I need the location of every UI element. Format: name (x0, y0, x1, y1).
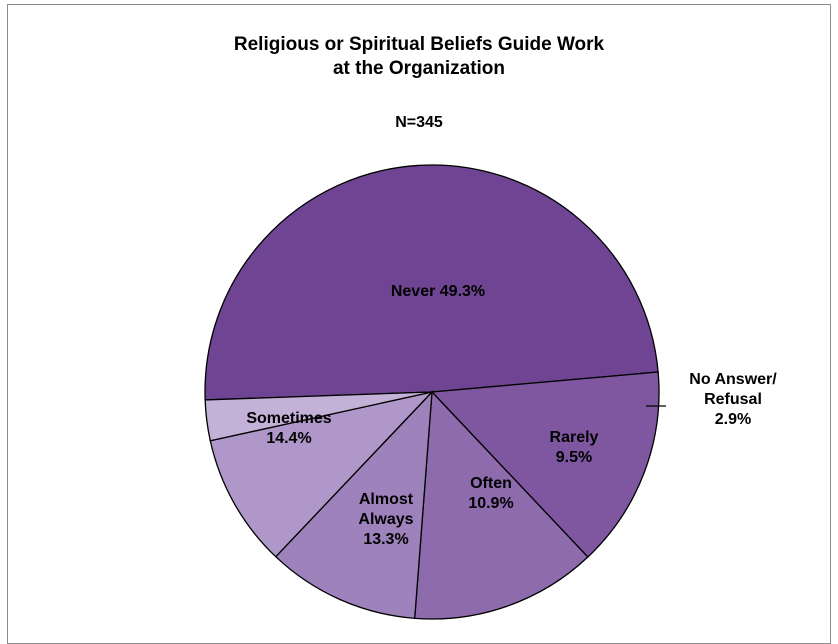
slice-label-almost-always-line-1: Almost (359, 491, 414, 508)
slice-label-no-answer-refusal-line-1: No Answer/ (689, 371, 777, 388)
pie-slice-rarely (209, 390, 434, 558)
pie-slice-never (204, 164, 659, 401)
chart-title: Religious or Spiritual Beliefs Guide Wor… (0, 33, 838, 81)
slice-label-often-line-2: 10.9% (468, 495, 513, 512)
slice-label-almost-always-line-2: Always (358, 511, 413, 528)
chart-title-line-2: at the Organization (332, 58, 506, 79)
slice-label-rarely: Rarely 9.5% (550, 429, 599, 466)
slice-label-no-answer-refusal-line-3: 2.9% (715, 411, 751, 428)
slice-label-no-answer-refusal: No Answer/Refusal 2.9% (689, 371, 777, 428)
chart-subtitle: N=345 (395, 114, 443, 131)
pie-slice-sometimes (430, 371, 660, 558)
slice-label-no-answer-refusal-line-2: Refusal (704, 391, 762, 408)
slice-label-never: Never 49.3% (391, 283, 485, 300)
pie-slice-almost-always (414, 390, 589, 620)
slice-label-almost-always: Almost Always 13.3% (358, 491, 413, 548)
slice-label-sometimes-line-2: 14.4% (266, 430, 311, 447)
pie-slice-no-answer-refusal (204, 391, 433, 442)
slice-label-never-line-1: Never 49.3% (391, 283, 485, 300)
slice-label-often: Often 10.9% (468, 475, 513, 512)
slice-label-sometimes-line-1: Sometimes (246, 410, 331, 427)
chart-title-line-1: Religious or Spiritual Beliefs Guide Wor… (233, 34, 605, 55)
slice-label-rarely-line-2: 9.5% (556, 449, 592, 466)
slice-label-almost-always-line-3: 13.3% (363, 531, 408, 548)
slice-label-rarely-line-1: Rarely (550, 429, 599, 446)
pie-slice-often (274, 390, 433, 620)
slice-label-often-line-1: Often (470, 475, 512, 492)
slice-label-sometimes: Sometimes 14.4% (246, 410, 331, 447)
